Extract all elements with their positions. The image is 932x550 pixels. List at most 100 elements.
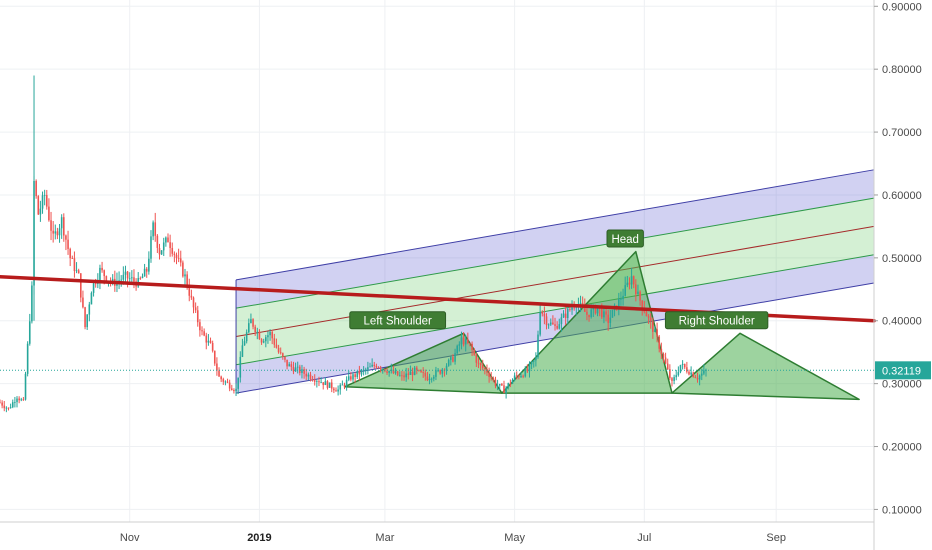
candle-body xyxy=(148,258,150,272)
candle-body xyxy=(303,369,305,374)
candle-body xyxy=(579,302,582,305)
candle-body xyxy=(301,369,303,373)
candle xyxy=(5,406,8,413)
candle-body xyxy=(103,270,105,277)
candle-body xyxy=(328,382,331,388)
candle xyxy=(158,243,161,260)
candle-body xyxy=(696,377,699,380)
y-tick-label: 0.40000 xyxy=(882,316,922,328)
candle-body xyxy=(469,342,471,344)
candle-body xyxy=(379,367,382,370)
candle xyxy=(192,296,195,314)
candle-body xyxy=(50,220,52,231)
candle-body xyxy=(73,258,76,271)
candle xyxy=(148,251,150,275)
pattern-label: Head xyxy=(606,229,644,248)
candle-body xyxy=(343,384,346,387)
candle-body xyxy=(237,377,239,389)
candle xyxy=(688,369,690,376)
candle xyxy=(37,195,40,215)
candle xyxy=(50,211,52,241)
candle-body xyxy=(433,376,435,379)
candle-body xyxy=(452,357,454,362)
candle xyxy=(245,329,248,344)
candle xyxy=(203,328,205,337)
x-tick-label: May xyxy=(504,532,525,544)
candle xyxy=(484,366,486,375)
candle-body xyxy=(190,295,193,298)
candle-body xyxy=(526,368,529,372)
candle-body xyxy=(675,375,678,378)
candle xyxy=(350,372,352,382)
candle-body xyxy=(654,329,656,332)
candle-body xyxy=(192,297,195,308)
candle xyxy=(603,308,605,324)
candle xyxy=(309,371,312,382)
candle-body xyxy=(179,258,182,263)
candle-body xyxy=(447,359,450,366)
candle xyxy=(675,369,678,381)
candle-body xyxy=(262,341,265,343)
candle xyxy=(301,364,303,379)
candle xyxy=(375,363,378,369)
candle xyxy=(341,380,344,386)
candle-body xyxy=(188,286,191,296)
y-axis: 0.90000 0.80000 0.70000 0.60000 0.50000 0.400… xyxy=(873,0,922,550)
candle-body xyxy=(354,374,356,377)
candle xyxy=(307,372,310,381)
candle-body xyxy=(571,307,573,310)
candle-body xyxy=(316,381,318,382)
candle xyxy=(435,366,437,381)
candle-body xyxy=(664,357,667,364)
candle xyxy=(624,276,626,297)
candle xyxy=(177,248,180,263)
y-tick-label: 0.50000 xyxy=(882,253,922,265)
candle xyxy=(284,356,286,363)
candle xyxy=(141,273,144,279)
candle-body xyxy=(649,317,652,322)
candle-body xyxy=(398,375,401,377)
candle xyxy=(394,368,397,375)
candle xyxy=(252,318,254,330)
candle-body xyxy=(77,270,80,274)
candle xyxy=(286,359,288,370)
candle xyxy=(262,338,265,344)
current-price-box xyxy=(875,361,931,380)
x-axis: Nov 2019 Mar May Jul Sep xyxy=(0,521,874,544)
candle-body xyxy=(341,384,344,386)
candle-body xyxy=(479,363,482,365)
candle-body xyxy=(145,268,148,272)
candle xyxy=(666,358,669,370)
candle xyxy=(654,325,656,333)
candle xyxy=(82,290,84,309)
candle-body xyxy=(209,340,212,344)
candle xyxy=(48,198,50,222)
candle xyxy=(505,385,507,399)
candle xyxy=(167,233,169,243)
candle-body xyxy=(564,313,567,319)
candle xyxy=(698,374,701,386)
candle xyxy=(199,319,201,337)
candle-body xyxy=(520,375,522,378)
candle xyxy=(677,366,680,377)
candle xyxy=(71,255,74,259)
candle xyxy=(254,324,256,336)
candle xyxy=(445,363,448,375)
candle-body xyxy=(371,364,373,367)
candle-body xyxy=(422,372,424,373)
y-tick-label: 0.90000 xyxy=(882,1,922,13)
candle xyxy=(498,383,501,391)
candle xyxy=(188,278,191,302)
candle-body xyxy=(131,277,133,279)
candle-body xyxy=(252,319,254,327)
candle-body xyxy=(420,370,422,373)
y-tick-label: 0.20000 xyxy=(882,442,922,454)
candle-body xyxy=(471,343,473,351)
candle-body xyxy=(503,385,505,394)
candle xyxy=(313,374,316,386)
candle-body xyxy=(637,291,639,295)
candle xyxy=(239,351,242,383)
candle xyxy=(364,367,367,375)
candle-body xyxy=(626,282,629,286)
candle-body xyxy=(639,291,641,301)
